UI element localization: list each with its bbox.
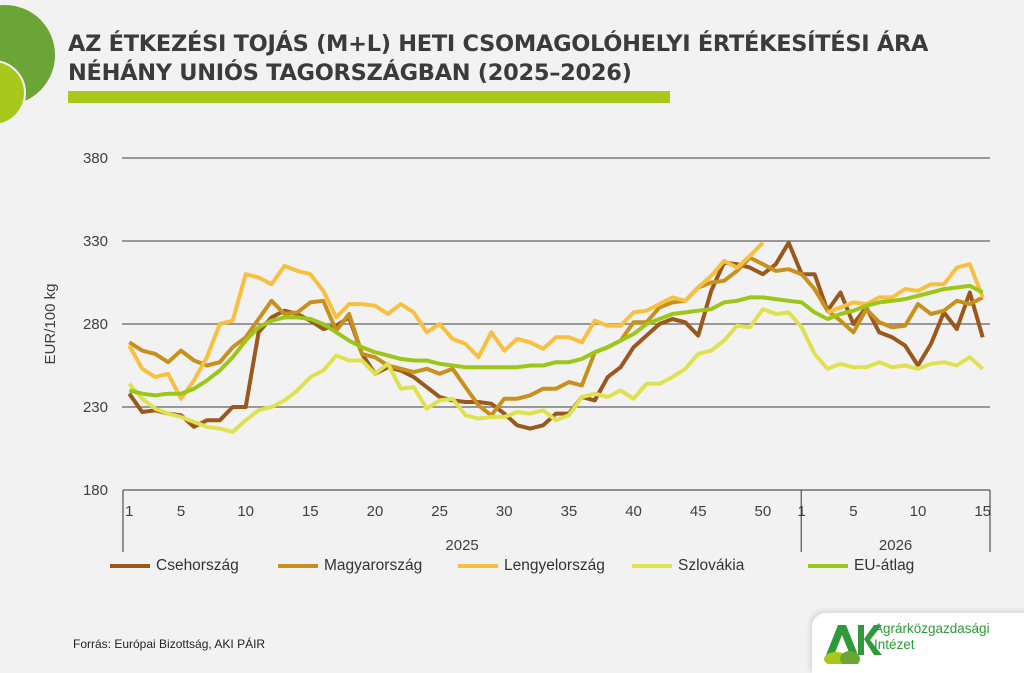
- legend-item: Lengyelország: [458, 557, 605, 575]
- title-line-1: AZ ÉTKEZÉSI TOJÁS (M+L) HETI CSOMAGOLÓHE…: [68, 31, 929, 57]
- legend-swatch: [458, 564, 498, 568]
- legend-label: EU-átlag: [854, 557, 915, 574]
- x-tick-label: 20: [367, 503, 384, 520]
- logo-line-2: Intézet: [874, 637, 915, 652]
- legend-item: Magyarország: [278, 557, 422, 575]
- legend-item: EU-átlag: [808, 557, 914, 575]
- series-line-EU-átlag: [128, 283, 984, 398]
- x-tick-label: 1: [125, 503, 133, 520]
- x-tick-label: 5: [177, 503, 185, 520]
- series-line-Lengyelország: [826, 262, 985, 315]
- legend-item: Szlovákia: [632, 557, 744, 575]
- x-group-label: 2025: [445, 537, 478, 554]
- x-tick-label: 15: [302, 503, 319, 520]
- legend-swatch: [632, 564, 672, 568]
- legend-label: Magyarország: [324, 557, 423, 574]
- series-line-Csehország: [127, 240, 985, 431]
- logo-line-1: Agrárközgazdasági: [874, 621, 990, 636]
- series-line-Magyarország: [128, 255, 984, 418]
- x-group-label: 2026: [879, 537, 912, 554]
- aki-logo: Agrárközgazdasági Intézet: [812, 613, 1024, 673]
- y-tick-label: 380: [83, 150, 108, 167]
- series-line-Szlovákia: [127, 307, 985, 434]
- legend-label: Lengyelország: [504, 557, 605, 574]
- x-tick-label: 10: [910, 503, 927, 520]
- x-tick-label: 50: [755, 503, 772, 520]
- x-tick-label: 25: [431, 503, 448, 520]
- legend-label: Csehország: [156, 557, 239, 574]
- series-line-Lengyelország: [127, 241, 765, 401]
- legend-swatch: [808, 564, 848, 568]
- title-line-2: NÉHÁNY UNIÓS TAGORSZÁGBAN (2025–2026): [68, 60, 632, 86]
- y-tick-label: 330: [83, 233, 108, 250]
- x-tick-label: 10: [237, 503, 254, 520]
- x-tick-label: 45: [690, 503, 707, 520]
- legend-swatch: [278, 564, 318, 568]
- y-tick-label: 280: [83, 316, 108, 333]
- y-tick-label: 180: [83, 482, 108, 499]
- x-tick-label: 15: [974, 503, 991, 520]
- legend-item: Csehország: [110, 557, 239, 575]
- x-tick-label: 30: [496, 503, 513, 520]
- source-note: Forrás: Európai Bizottság, AKI PÁIR: [73, 637, 266, 651]
- aki-logo-text: Agrárközgazdasági Intézet: [874, 621, 990, 653]
- legend-swatch: [110, 564, 150, 568]
- legend-label: Szlovákia: [678, 557, 745, 574]
- x-tick-label: 35: [561, 503, 578, 520]
- x-tick-label: 5: [849, 503, 857, 520]
- page-title: AZ ÉTKEZÉSI TOJÁS (M+L) HETI CSOMAGOLÓHE…: [68, 30, 928, 88]
- x-tick-label: 40: [625, 503, 642, 520]
- y-axis-label: EUR/100 kg: [42, 284, 59, 365]
- title-underline-bar: [68, 91, 670, 103]
- y-tick-label: 230: [83, 399, 108, 416]
- aki-logo-mark-icon: [824, 625, 882, 664]
